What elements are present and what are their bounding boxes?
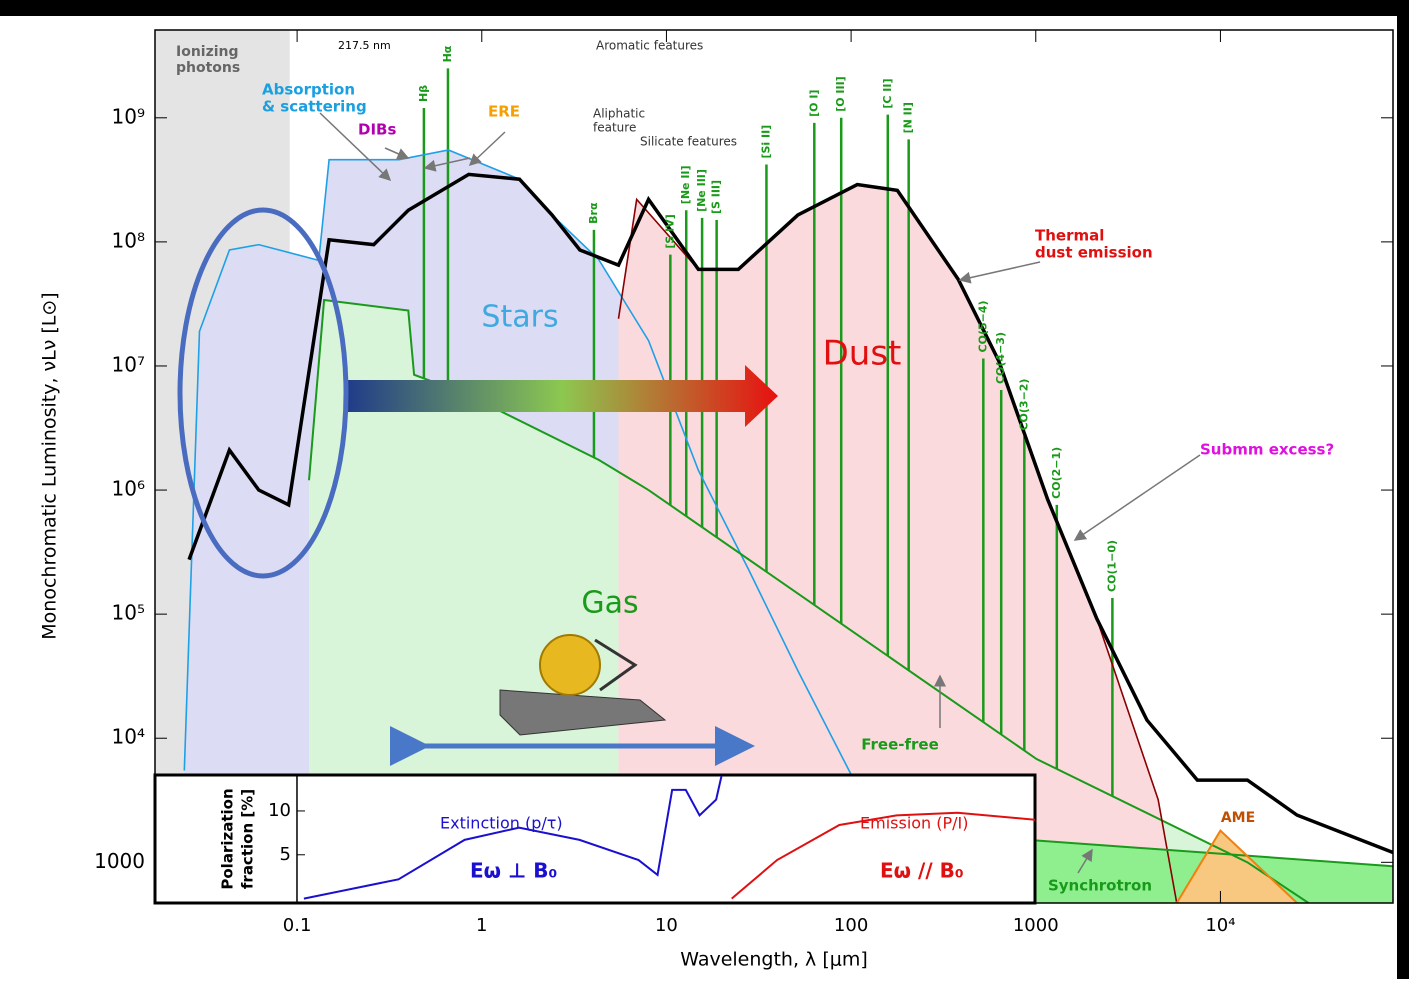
annotation: ERE	[488, 103, 520, 121]
inset-series-label: Emission (P/I)	[860, 814, 969, 833]
inset-series-label: Extinction (p/τ)	[440, 814, 563, 833]
emission-line-label: [O III]	[834, 76, 847, 112]
annotation: Submm excess?	[1200, 441, 1334, 459]
annotation: 217.5 nm	[338, 39, 391, 52]
emission-line-label: CO(3−2)	[1017, 379, 1030, 431]
y-tick-label: 10⁷	[112, 352, 145, 376]
inset-background	[155, 775, 1035, 903]
emission-line-label: CO(1−0)	[1105, 540, 1118, 592]
emission-line-label: [Ne II]	[679, 165, 692, 204]
annotation-arrow	[960, 262, 1040, 280]
y-tick-label: 10⁴	[112, 725, 145, 749]
frame-top	[0, 0, 1409, 16]
series-label: Synchrotron	[1048, 877, 1152, 895]
emission-line-label: CO(5−4)	[976, 300, 989, 352]
annotation: photons	[176, 60, 240, 76]
inset-annotation: Eω // B₀	[880, 859, 964, 883]
x-tick-label: 1000	[1013, 915, 1059, 936]
figure: Hβ Hα Brα [S IV][Ne II][Ne III][S III] [Si I…	[0, 0, 1409, 979]
annotation: Aromatic features	[596, 39, 703, 53]
x-tick-label: 10	[655, 915, 678, 936]
inset-y-tick-label: 5	[280, 844, 291, 865]
emission-line-label: [N II]	[902, 102, 915, 133]
series-label: Free-free	[861, 736, 939, 754]
frame-right	[1397, 0, 1409, 979]
emission-line-label: CO(2−1)	[1050, 447, 1063, 499]
x-tick-label: 10⁴	[1205, 915, 1235, 936]
x-tick-label: 100	[834, 915, 868, 936]
emission-line-label: Brα	[587, 202, 600, 224]
x-tick-label: 1	[476, 915, 487, 936]
annotation: Thermal	[1035, 227, 1104, 245]
annotation: dust emission	[1035, 244, 1153, 262]
inset-y-label: Polarization	[219, 788, 237, 889]
y-tick-label: 10⁹	[112, 104, 145, 128]
annotation: Absorption	[262, 81, 355, 99]
annotation: Ionizing	[176, 44, 239, 60]
emission-line-label: [Si II]	[759, 125, 772, 159]
y-tick-label: 1000	[94, 849, 145, 873]
emission-line-label: Hβ	[417, 85, 430, 102]
inset-y-label: fraction [%]	[239, 789, 257, 889]
series-label: AME	[1221, 810, 1255, 826]
annotation: Silicate features	[640, 135, 737, 149]
inset-annotation: Eω ⊥ B₀	[470, 859, 557, 883]
emission-line-label: [S III]	[710, 180, 723, 214]
emission-line-label: [C II]	[881, 79, 894, 109]
x-axis-label: Wavelength, λ [μm]	[680, 949, 868, 971]
y-tick-label: 10⁵	[112, 601, 145, 625]
annotation-arrow	[470, 132, 505, 165]
emission-line-label: [S IV]	[663, 214, 676, 248]
jwst-mirror	[540, 635, 600, 695]
x-tick-label: 0.1	[283, 915, 312, 936]
y-axis-label: Monochromatic Luminosity, νLν [L⊙]	[39, 292, 61, 639]
series-label: Gas	[581, 586, 638, 621]
annotation: & scattering	[262, 98, 367, 116]
annotation: Aliphatic	[593, 107, 645, 121]
emission-line-label: CO(4−3)	[994, 332, 1007, 384]
annotation-arrow	[1075, 455, 1200, 540]
series-label: Stars	[481, 300, 558, 335]
y-tick-label: 10⁶	[112, 477, 145, 501]
series-label: Dust	[823, 334, 902, 374]
emission-line-label: [O I]	[807, 90, 820, 117]
inset-y-tick-label: 10	[268, 800, 291, 821]
annotation: DIBs	[358, 121, 396, 139]
emission-line-label: [Ne III]	[695, 169, 708, 212]
y-tick-label: 10⁸	[112, 228, 145, 252]
annotation-arrow	[385, 148, 408, 158]
emission-line-label: Hα	[441, 45, 454, 62]
annotation: feature	[593, 121, 636, 135]
